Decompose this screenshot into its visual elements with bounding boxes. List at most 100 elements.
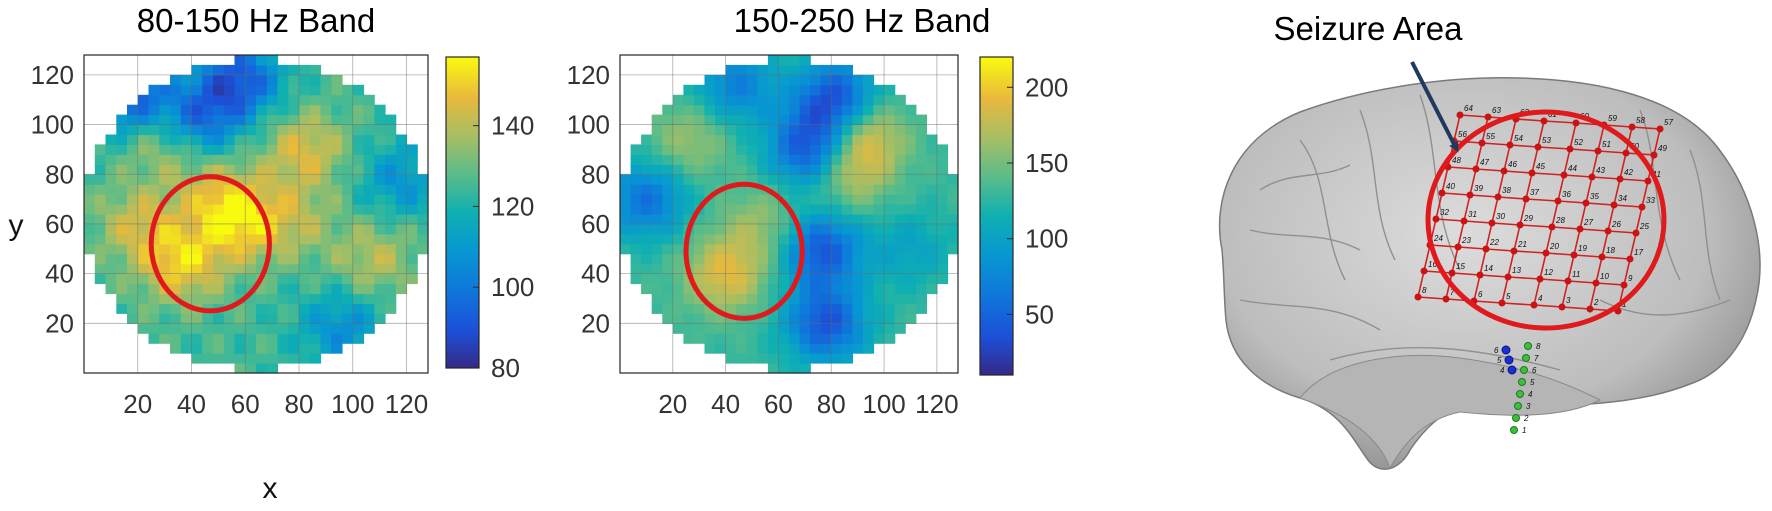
heatmap-cell <box>256 263 268 275</box>
heatmap-cell <box>831 74 843 86</box>
electrode-number: 8 <box>1536 342 1541 351</box>
y-axis-label: y <box>9 209 24 242</box>
heatmap-cell <box>256 144 268 155</box>
heatmap-cell <box>374 114 386 126</box>
heatmap-cell <box>223 114 236 126</box>
heatmap-cell <box>820 134 832 145</box>
heatmap-cell <box>202 204 214 215</box>
heatmap-cell <box>884 223 896 235</box>
heatmap-cell <box>352 154 365 165</box>
heatmap-cell <box>852 124 864 136</box>
heatmap-cell <box>767 233 780 245</box>
heatmap-cell <box>352 114 365 126</box>
grid-wire <box>1563 174 1593 178</box>
electrode-number: 43 <box>1596 166 1605 175</box>
heatmap-cell <box>406 233 418 245</box>
heatmap-cell <box>789 174 801 185</box>
heatmap-cell <box>331 214 343 225</box>
heatmap-cell <box>320 343 332 354</box>
heatmap-cell <box>693 104 706 116</box>
heatmap-cell <box>662 204 674 215</box>
heatmap-cell <box>820 263 832 275</box>
heatmap-cell <box>288 283 300 295</box>
heatmap-cell <box>746 84 758 96</box>
x-tick-label: 60 <box>764 389 793 419</box>
heatmap-cell <box>417 223 429 235</box>
heatmap-cell <box>789 263 801 275</box>
heatmap-cell <box>320 293 332 304</box>
heatmap-cell <box>693 293 706 304</box>
heatmap-cell <box>223 343 236 354</box>
heatmap-cell <box>309 323 322 334</box>
heatmap-cell <box>299 204 311 215</box>
heatmap-cell <box>105 233 117 245</box>
heatmap-cell <box>170 174 182 185</box>
heatmap-cell <box>936 184 949 195</box>
heatmap-cell <box>841 243 853 255</box>
heatmap-cell <box>767 55 780 66</box>
heatmap-cell <box>725 283 737 295</box>
heatmap-cell <box>159 84 171 96</box>
heatmap-cell <box>309 94 322 106</box>
heatmap-cell <box>926 204 938 215</box>
heatmap-cell <box>148 184 160 195</box>
heatmap-cell <box>852 164 864 175</box>
heatmap-cell <box>746 214 758 225</box>
heatmap-cell <box>363 323 375 334</box>
heatmap-cell <box>266 64 279 76</box>
electrode-contact <box>1488 219 1496 227</box>
heatmap-cell <box>799 363 811 374</box>
heatmap-cell <box>789 114 801 126</box>
heatmap-cell <box>926 214 938 225</box>
grid-wire <box>1561 306 1591 310</box>
heatmap-cell <box>630 253 642 265</box>
heatmap-cell <box>947 243 959 255</box>
heatmap-cell <box>873 263 885 275</box>
heatmap-cell <box>213 353 225 364</box>
heatmap-cell <box>191 164 203 175</box>
heatmap-cell <box>266 323 279 334</box>
heatmap-cell <box>288 204 300 215</box>
heatmap-cell <box>395 233 408 245</box>
plot-frame <box>83 54 429 374</box>
electrode-number: 33 <box>1646 196 1655 205</box>
heatmap-cell <box>202 174 214 185</box>
heatmap-cell <box>299 164 311 175</box>
heatmap-cell <box>630 144 642 155</box>
heatmap-cell <box>704 84 716 96</box>
heatmap-cell <box>936 243 949 255</box>
electrode-number: 13 <box>1512 266 1521 275</box>
heatmap-cell <box>662 194 674 205</box>
grid-wire <box>1619 178 1649 182</box>
heatmap-cell <box>245 214 257 225</box>
heatmap-cell <box>693 283 706 295</box>
heatmap-cell <box>299 184 311 195</box>
electrode-contact-green <box>1512 414 1520 422</box>
heatmap-cell <box>127 104 139 116</box>
heatmap-cell <box>352 333 365 344</box>
heatmap-cell <box>799 134 811 145</box>
heatmap-cell <box>288 214 300 225</box>
heatmap-cell <box>277 84 289 96</box>
heatmap-cell <box>180 303 193 314</box>
heatmap-cell <box>831 104 843 116</box>
heatmap-cell <box>873 204 885 215</box>
heatmap-cell <box>915 194 927 205</box>
heatmap-cell <box>810 174 822 185</box>
heatmap-cell <box>862 74 875 86</box>
heatmap-cell <box>704 144 716 155</box>
heatmap-cell <box>385 293 397 304</box>
heatmap-cell <box>693 134 706 145</box>
heatmap-cell <box>105 184 117 195</box>
heatmap-cell <box>170 164 182 175</box>
heatmap-cell <box>223 94 236 106</box>
heatmap-cell <box>352 184 365 195</box>
grid-wire <box>1613 178 1621 206</box>
heatmap-cell <box>831 144 843 155</box>
heatmap-cell <box>873 134 885 145</box>
heatmap-cell <box>778 243 790 255</box>
heatmap-cell <box>841 283 853 295</box>
heatmap-cell <box>831 283 843 295</box>
heatmap-cell <box>831 164 843 175</box>
heatmap-cell <box>299 353 311 364</box>
